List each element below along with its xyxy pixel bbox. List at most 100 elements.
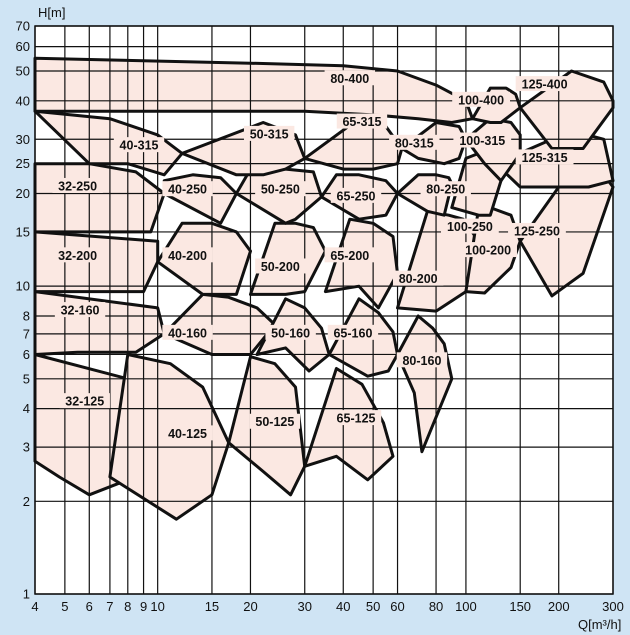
y-tick-label: 50 [16,63,30,78]
region-80-160 [396,314,454,454]
region-label-bg [162,181,213,197]
x-tick-label: 8 [124,599,131,614]
region-label: 80-250 [426,183,465,197]
region-label: 40-125 [168,427,207,441]
x-tick-label: 9 [140,599,147,614]
y-tick-label: 1 [23,587,30,602]
y-tick-label: 4 [23,401,30,416]
region-label-bg [515,76,574,92]
y-tick-label: 70 [16,19,30,34]
region-label-bg [453,132,512,148]
region-label-bg [249,413,301,429]
region-label: 100-400 [458,93,504,107]
region-label: 80-315 [395,136,434,150]
y-axis-label: H[m] [38,5,65,20]
region-label: 50-315 [250,127,289,141]
region-label-bg [265,324,316,340]
region-label-bg [452,91,510,107]
region-label: 40-250 [168,183,207,197]
region-label: 125-250 [514,224,560,238]
region-label-bg [330,187,382,203]
region-label: 40-200 [168,249,207,263]
x-tick-label: 7 [106,599,113,614]
y-tick-labels: 1 2 3 4 5 6 7 8 10 15 20 25 30 40 50 60 70 [16,19,30,602]
region-label-bg [324,247,375,263]
region-label: 100-315 [459,134,505,148]
y-tick-label: 6 [23,347,30,362]
region-label: 50-200 [261,260,300,274]
x-tick-label: 4 [31,599,38,614]
region-label: 65-200 [330,249,369,263]
y-tick-label: 2 [23,494,30,509]
x-tick-label: 20 [243,599,257,614]
region-label: 32-160 [61,304,100,318]
region-label: 100-200 [465,244,511,258]
region-label-bg [330,410,382,426]
region-label-bg [392,270,444,286]
region-label: 32-200 [58,249,97,263]
region-label: 65-160 [333,326,372,340]
region-label-bg [389,134,440,150]
y-tick-label: 15 [16,224,30,239]
region-label-bg [52,247,103,263]
region-label: 50-160 [271,326,310,340]
region-label-bg [162,247,213,263]
x-tick-label: 6 [86,599,93,614]
y-tick-label: 60 [16,39,30,54]
region-label: 32-250 [58,179,97,193]
x-tick-label: 300 [602,599,624,614]
region-label: 32-125 [65,395,104,409]
region-label-bg [255,181,306,197]
pump-region-labels: 32-125 40-125 50-125 65-125 32-160 40-160 50-1… [52,70,574,441]
region-label-bg [440,218,499,234]
x-tick-label: 50 [366,599,380,614]
x-tick-label: 200 [548,599,570,614]
y-tick-label: 8 [23,308,30,323]
region-label: 50-250 [261,183,300,197]
region-label-bg [243,125,295,141]
plot-frame [34,25,614,595]
region-label: 65-125 [337,412,376,426]
region-label: 80-200 [399,272,438,286]
region-label-bg [396,352,448,368]
region-label: 40-315 [120,139,159,153]
region-label-bg [162,324,213,340]
x-tick-label: 30 [298,599,312,614]
region-label-bg [52,177,103,193]
x-tick-label: 80 [429,599,443,614]
y-tick-label: 3 [23,440,30,455]
region-label-bg [324,70,375,86]
x-tick-label: 15 [205,599,219,614]
y-tick-label: 25 [16,156,30,171]
region-label-bg [255,258,306,274]
region-label-bg [515,149,574,165]
y-tick-label: 5 [23,371,30,386]
x-tick-label: 10 [150,599,164,614]
region-label: 80-160 [402,354,441,368]
region-label-bg [336,113,388,129]
x-axis-label: Q[m³/h] [578,617,621,632]
region-label-bg [54,302,106,318]
y-tick-label: 20 [16,186,30,201]
region-label: 40-160 [168,326,207,340]
y-tick-label: 30 [16,132,30,147]
region-label-bg [420,181,471,197]
x-tick-label: 60 [390,599,404,614]
region-label-bg [459,242,517,258]
region-label: 100-250 [447,220,493,234]
region-label: 65-250 [337,189,376,203]
region-label: 80-400 [330,72,369,86]
x-tick-labels: 4 5 6 7 8 9 10 15 20 30 40 50 60 80 100 150 200 300 [31,599,623,614]
x-tick-label: 100 [455,599,477,614]
region-label: 50-125 [255,415,294,429]
region-label: 125-400 [522,78,568,92]
y-tick-label: 7 [23,326,30,341]
x-tick-label: 40 [336,599,350,614]
y-tick-label: 10 [16,279,30,294]
region-label-bg [327,324,379,340]
region-label-bg [162,425,213,441]
region-label: 125-315 [522,151,568,165]
x-tick-label: 5 [61,599,68,614]
region-label-bg [59,393,110,409]
